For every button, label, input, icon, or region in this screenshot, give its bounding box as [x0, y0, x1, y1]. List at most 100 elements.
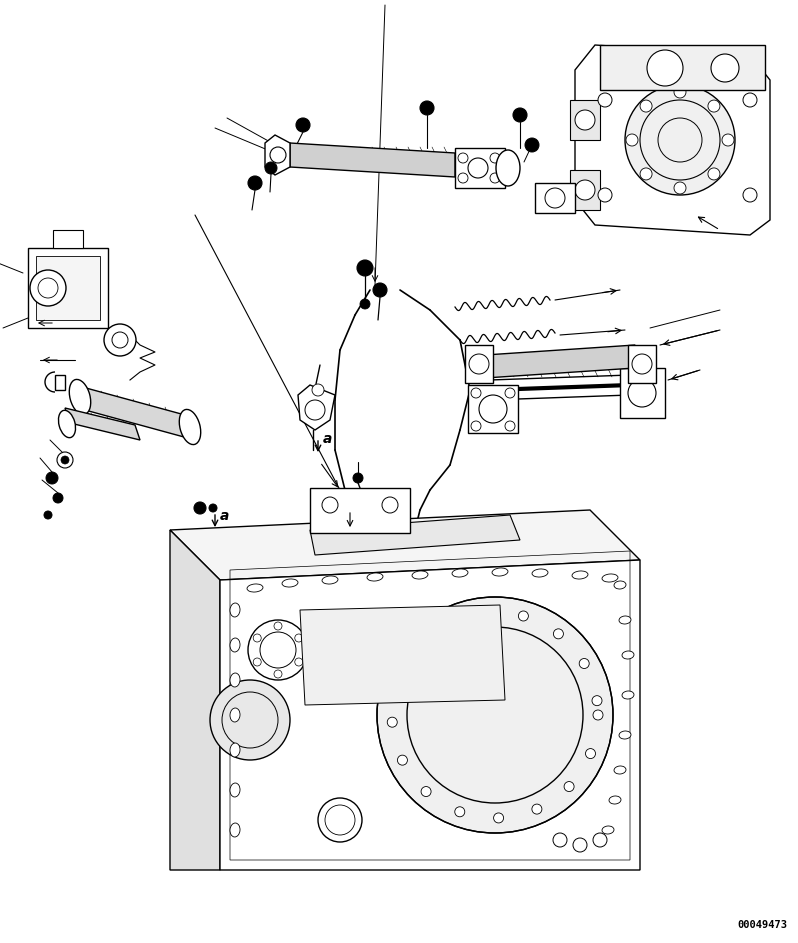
Text: a: a	[323, 432, 333, 446]
Bar	[455, 148, 505, 188]
Circle shape	[53, 493, 63, 503]
Polygon shape	[265, 135, 290, 175]
Bar	[570, 100, 600, 140]
Circle shape	[312, 384, 324, 396]
Circle shape	[270, 147, 286, 163]
Circle shape	[575, 110, 595, 130]
Circle shape	[532, 804, 542, 814]
Circle shape	[505, 388, 515, 398]
Circle shape	[579, 658, 589, 669]
Circle shape	[490, 153, 500, 163]
Bar	[468, 385, 518, 433]
Circle shape	[525, 138, 539, 152]
Bar	[310, 488, 410, 533]
Circle shape	[46, 472, 58, 484]
Ellipse shape	[412, 571, 428, 579]
Circle shape	[471, 388, 481, 398]
Circle shape	[711, 54, 739, 82]
Ellipse shape	[572, 571, 588, 579]
Circle shape	[626, 134, 638, 146]
Circle shape	[505, 421, 515, 431]
Circle shape	[305, 400, 325, 420]
Circle shape	[545, 188, 565, 208]
Circle shape	[382, 497, 398, 513]
Circle shape	[674, 182, 686, 194]
Polygon shape	[65, 408, 140, 440]
Circle shape	[519, 611, 528, 621]
Circle shape	[318, 798, 362, 842]
Circle shape	[420, 101, 434, 115]
Circle shape	[458, 153, 468, 163]
Ellipse shape	[619, 731, 631, 739]
Circle shape	[586, 749, 595, 758]
Ellipse shape	[614, 581, 626, 589]
Circle shape	[61, 456, 69, 464]
Ellipse shape	[230, 823, 240, 837]
Ellipse shape	[230, 783, 240, 797]
Circle shape	[722, 134, 734, 146]
Circle shape	[471, 421, 481, 431]
Circle shape	[248, 176, 262, 190]
Circle shape	[628, 379, 656, 407]
Ellipse shape	[180, 409, 201, 444]
Bar	[465, 345, 493, 383]
Ellipse shape	[282, 579, 298, 587]
Circle shape	[469, 354, 489, 374]
Circle shape	[265, 162, 277, 174]
Circle shape	[209, 504, 217, 512]
Ellipse shape	[622, 691, 634, 699]
Circle shape	[553, 833, 567, 847]
Text: a: a	[220, 509, 229, 523]
Circle shape	[573, 838, 587, 852]
Ellipse shape	[532, 569, 548, 577]
Ellipse shape	[230, 603, 240, 617]
Bar	[620, 368, 665, 418]
Circle shape	[294, 634, 302, 642]
Circle shape	[564, 782, 574, 791]
Circle shape	[598, 188, 612, 202]
Ellipse shape	[247, 584, 263, 592]
Circle shape	[44, 511, 52, 519]
Bar	[36, 256, 100, 320]
Bar	[600, 45, 765, 90]
Ellipse shape	[367, 573, 383, 581]
Ellipse shape	[322, 576, 338, 584]
Circle shape	[377, 597, 613, 833]
Circle shape	[357, 260, 373, 276]
Circle shape	[441, 619, 452, 629]
Circle shape	[625, 85, 735, 195]
Circle shape	[479, 395, 507, 423]
Circle shape	[598, 93, 612, 107]
Bar	[570, 170, 600, 210]
Polygon shape	[55, 375, 65, 390]
Circle shape	[640, 168, 652, 180]
Circle shape	[575, 180, 595, 200]
Bar	[535, 183, 575, 213]
Polygon shape	[290, 143, 455, 177]
Ellipse shape	[496, 150, 520, 186]
Circle shape	[490, 173, 500, 183]
Circle shape	[708, 168, 720, 180]
Text: 00049473: 00049473	[737, 920, 787, 930]
Ellipse shape	[619, 616, 631, 624]
Circle shape	[392, 678, 402, 688]
Circle shape	[421, 786, 431, 797]
Circle shape	[30, 270, 66, 306]
Circle shape	[411, 644, 421, 653]
Polygon shape	[485, 345, 635, 378]
Ellipse shape	[230, 708, 240, 722]
Ellipse shape	[622, 651, 634, 659]
Circle shape	[632, 354, 652, 374]
Circle shape	[387, 718, 397, 727]
Circle shape	[253, 658, 261, 666]
Circle shape	[104, 324, 136, 356]
Circle shape	[248, 620, 308, 680]
Bar	[53, 230, 83, 248]
Polygon shape	[170, 530, 220, 870]
Circle shape	[274, 670, 282, 678]
Ellipse shape	[492, 568, 508, 576]
Circle shape	[353, 473, 363, 483]
Polygon shape	[170, 510, 640, 580]
Circle shape	[274, 622, 282, 630]
Circle shape	[296, 118, 310, 132]
